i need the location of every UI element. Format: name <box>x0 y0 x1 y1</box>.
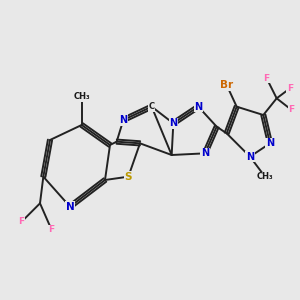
Text: N: N <box>119 115 128 125</box>
Text: F: F <box>264 74 270 83</box>
Text: N: N <box>119 115 128 125</box>
Text: F: F <box>19 217 25 226</box>
Text: F: F <box>289 106 295 115</box>
Text: S: S <box>124 172 132 182</box>
Text: C: C <box>148 102 155 111</box>
Text: N: N <box>66 202 74 212</box>
Text: N: N <box>246 152 254 162</box>
Text: N: N <box>65 202 75 212</box>
Text: F: F <box>49 226 55 235</box>
Text: N: N <box>169 118 177 128</box>
Text: Br: Br <box>220 80 233 90</box>
Text: F: F <box>287 84 293 93</box>
Text: N: N <box>266 138 274 148</box>
Text: N: N <box>194 102 202 112</box>
Text: N: N <box>201 148 209 158</box>
Text: S: S <box>124 172 132 182</box>
Text: CH₃: CH₃ <box>74 92 90 101</box>
Text: CH₃: CH₃ <box>257 172 273 181</box>
